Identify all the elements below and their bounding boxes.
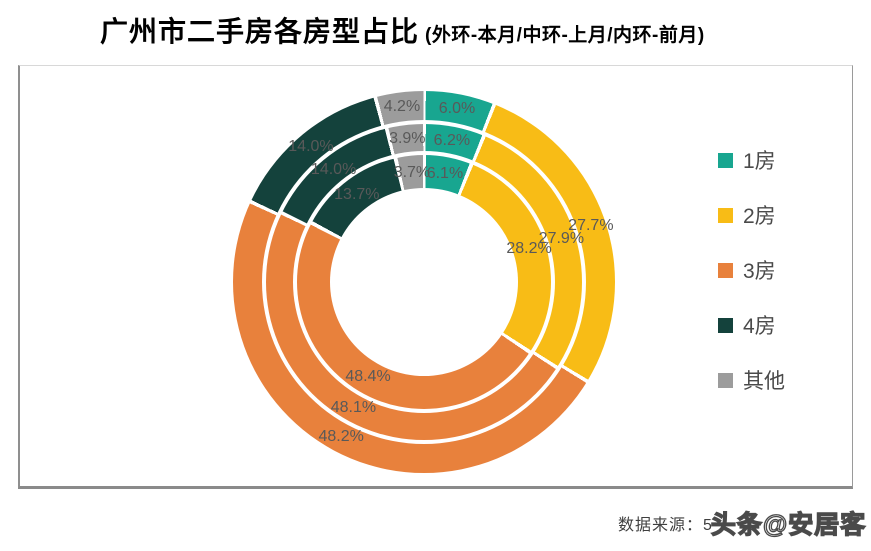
- legend-item-4: 4房: [718, 313, 785, 338]
- legend-label: 1房: [743, 150, 776, 173]
- chart-title-main: 广州市二手房各房型占比: [100, 16, 420, 47]
- chart-title: 广州市二手房各房型占比 (外环-本月/中环-上月/内环-前月): [100, 10, 860, 50]
- data-source-label: 数据来源：5: [618, 517, 713, 534]
- legend-label: 2房: [743, 205, 776, 228]
- legend-label: 4房: [743, 315, 776, 338]
- legend-swatch-icon: [718, 262, 733, 278]
- legend-label: 3房: [743, 260, 776, 283]
- legend-item-2: 2房: [718, 203, 785, 228]
- watermark-text: 头条@安居客: [710, 510, 867, 539]
- legend-swatch-icon: [718, 207, 733, 223]
- legend-label: 其他: [743, 370, 785, 393]
- chart-title-sub: (外环-本月/中环-上月/内环-前月): [425, 25, 705, 46]
- legend-swatch-icon: [718, 372, 733, 388]
- donut-hole: [330, 188, 518, 376]
- legend: 1房 2房 3房 4房其他: [718, 148, 785, 393]
- legend-item-3: 3房: [718, 258, 785, 283]
- legend-item-1: 1房: [718, 148, 785, 173]
- legend-swatch-icon: [718, 152, 733, 168]
- footer: 数据来源：5 头条@安居客: [618, 505, 866, 541]
- legend-item-5: 其他: [718, 368, 785, 393]
- donut-chart: 6.0% 27.7% 48.2% 14.0% 4.2% 6.2% 27.9% 48.1% 14.…: [20, 66, 855, 490]
- chart-panel: 6.0% 27.7% 48.2% 14.0% 4.2% 6.2% 27.9% 48.1% 14.…: [18, 65, 853, 489]
- legend-swatch-icon: [718, 317, 733, 333]
